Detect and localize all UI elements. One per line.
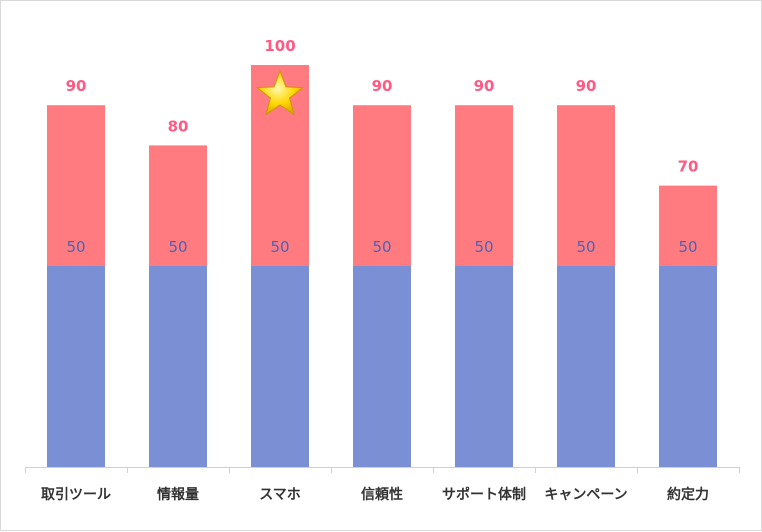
base-value-label: 50 [168,238,187,256]
total-value-label: 90 [576,77,597,95]
bar-top-4 [353,105,411,266]
total-value-label: 90 [66,77,87,95]
category-tick-label: スマホ [259,487,301,503]
category-tick-label: キャンペーン [544,487,627,503]
bars-group [47,65,717,467]
base-value-label: 50 [270,238,289,256]
bar-top-2 [149,145,207,266]
base-value-label: 50 [474,238,493,256]
total-value-label: 70 [678,158,699,176]
bar-top-5 [455,105,513,266]
category-tick-label: サポート体制 [442,486,526,503]
base-value-label: 50 [678,238,697,256]
x-axis: 取引ツール 情報量 スマホ 信頼性 サポート体制 キャンペーン 約定力 [25,467,740,503]
total-value-label: 90 [474,77,495,95]
bar-base-5 [455,266,513,467]
base-value-label: 50 [576,238,595,256]
base-value-label: 50 [66,238,85,256]
bar-base-4 [353,266,411,467]
star-icon [255,69,305,116]
category-tick-label: 情報量 [157,486,199,503]
data-labels-group: 50 90 50 80 50 100 50 90 50 90 50 90 50 70 [66,37,699,256]
bar-top-7 [659,185,717,266]
bar-base-7 [659,266,717,467]
bar-base-6 [557,266,615,467]
total-value-label: 100 [264,37,295,55]
category-tick-label: 約定力 [667,486,709,503]
base-value-label: 50 [372,238,391,256]
category-tick-label: 取引ツール [41,487,111,503]
bar-top-6 [557,105,615,266]
total-value-label: 90 [372,77,393,95]
bar-base-2 [149,266,207,467]
bar-base-3 [251,266,309,467]
category-tick-label: 信頼性 [361,486,403,503]
bar-top-1 [47,105,105,266]
bar-base-1 [47,266,105,467]
total-value-label: 80 [168,117,189,135]
